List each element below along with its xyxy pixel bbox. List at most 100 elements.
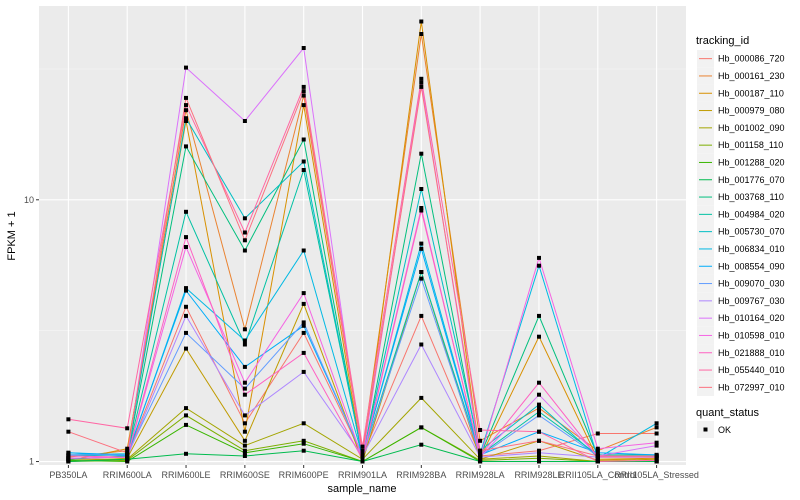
legend-label: Hb_004984_020 bbox=[718, 209, 785, 219]
data-point bbox=[419, 19, 424, 24]
data-point bbox=[242, 392, 247, 397]
data-point bbox=[478, 454, 483, 458]
legend-label: Hb_005730_070 bbox=[718, 227, 785, 237]
data-point bbox=[419, 241, 424, 246]
data-point bbox=[301, 320, 306, 325]
data-point bbox=[66, 454, 71, 458]
legend-label: Hb_001002_090 bbox=[718, 123, 785, 133]
data-point bbox=[595, 446, 600, 451]
data-point bbox=[654, 454, 659, 458]
data-point bbox=[537, 255, 541, 260]
data-point bbox=[478, 459, 483, 464]
data-point bbox=[419, 84, 424, 89]
legend-label: Hb_055440_010 bbox=[718, 365, 785, 375]
data-point bbox=[419, 208, 424, 213]
data-point bbox=[184, 144, 188, 149]
legend-label: Hb_000979_080 bbox=[718, 106, 785, 116]
x-tick-label: RRIM600LE bbox=[162, 470, 211, 480]
data-point bbox=[419, 246, 424, 251]
data-point bbox=[184, 65, 188, 70]
data-point bbox=[419, 76, 424, 81]
data-point bbox=[301, 168, 306, 172]
data-point bbox=[301, 421, 306, 426]
data-point bbox=[537, 413, 541, 418]
data-point bbox=[184, 235, 188, 240]
data-point bbox=[301, 441, 306, 446]
data-point bbox=[184, 108, 188, 113]
data-point bbox=[242, 248, 247, 253]
data-point bbox=[537, 438, 541, 443]
data-point bbox=[125, 455, 130, 460]
data-point bbox=[242, 429, 247, 434]
data-point bbox=[419, 206, 424, 210]
data-point bbox=[301, 137, 306, 142]
legend-label: Hb_006834_010 bbox=[718, 244, 785, 254]
data-point bbox=[242, 421, 247, 426]
data-point bbox=[184, 413, 188, 418]
data-point bbox=[242, 338, 247, 343]
y-tick-label: 10 bbox=[24, 195, 34, 205]
data-point bbox=[242, 119, 247, 123]
data-point bbox=[242, 216, 247, 221]
data-point bbox=[595, 450, 600, 455]
data-point bbox=[360, 457, 365, 462]
data-point bbox=[654, 421, 659, 426]
legend-label: Hb_010164_020 bbox=[718, 313, 785, 323]
data-point bbox=[66, 459, 71, 464]
data-point bbox=[537, 392, 541, 397]
data-point bbox=[125, 452, 130, 457]
data-point bbox=[654, 440, 659, 445]
x-axis-title: sample_name bbox=[327, 483, 396, 495]
data-point bbox=[242, 448, 247, 453]
x-tick-label: RRIM928LA bbox=[456, 470, 505, 480]
data-point bbox=[301, 301, 306, 306]
legend-label: Hb_003768_110 bbox=[718, 192, 784, 202]
data-point bbox=[360, 459, 365, 464]
data-point bbox=[537, 406, 541, 411]
data-point bbox=[419, 151, 424, 156]
data-point bbox=[301, 248, 306, 253]
data-point bbox=[478, 448, 483, 453]
data-point bbox=[184, 304, 188, 309]
data-point bbox=[184, 346, 188, 351]
data-point bbox=[242, 230, 247, 235]
data-point bbox=[419, 395, 424, 400]
data-point bbox=[184, 245, 188, 249]
data-point bbox=[419, 80, 424, 85]
legend-label: Hb_010598_010 bbox=[718, 330, 785, 340]
data-point bbox=[66, 456, 71, 461]
data-point bbox=[537, 456, 541, 461]
data-point bbox=[419, 425, 424, 430]
data-point bbox=[301, 89, 306, 94]
data-point bbox=[419, 342, 424, 347]
data-point bbox=[184, 209, 188, 214]
data-points bbox=[66, 19, 659, 464]
legend-title: tracking_id bbox=[696, 35, 749, 47]
data-point bbox=[537, 313, 541, 318]
data-point bbox=[125, 446, 130, 451]
data-point bbox=[595, 459, 600, 464]
data-point bbox=[242, 342, 247, 347]
legend-label: Hb_009767_030 bbox=[718, 296, 785, 306]
legend: tracking_id Hb_000086_720Hb_000161_230Hb… bbox=[696, 35, 785, 438]
legend-label: Hb_001158_110 bbox=[718, 140, 783, 150]
data-point bbox=[537, 380, 541, 385]
data-point bbox=[419, 313, 424, 318]
point-legend-label: OK bbox=[718, 425, 731, 435]
y-axis-title: FPKM + 1 bbox=[6, 211, 18, 260]
data-point bbox=[360, 448, 365, 453]
data-point bbox=[242, 238, 247, 243]
data-point bbox=[125, 426, 130, 431]
data-point bbox=[478, 428, 483, 432]
data-point bbox=[184, 119, 188, 123]
legend-label: Hb_001288_020 bbox=[718, 157, 785, 167]
data-point bbox=[537, 334, 541, 339]
data-point bbox=[184, 288, 188, 293]
data-point bbox=[184, 313, 188, 318]
y-tick-label: 1 bbox=[29, 457, 34, 467]
x-tick-label: RRIM600PE bbox=[279, 470, 329, 480]
data-point bbox=[66, 450, 71, 455]
data-point bbox=[654, 458, 659, 463]
data-point bbox=[242, 454, 247, 458]
